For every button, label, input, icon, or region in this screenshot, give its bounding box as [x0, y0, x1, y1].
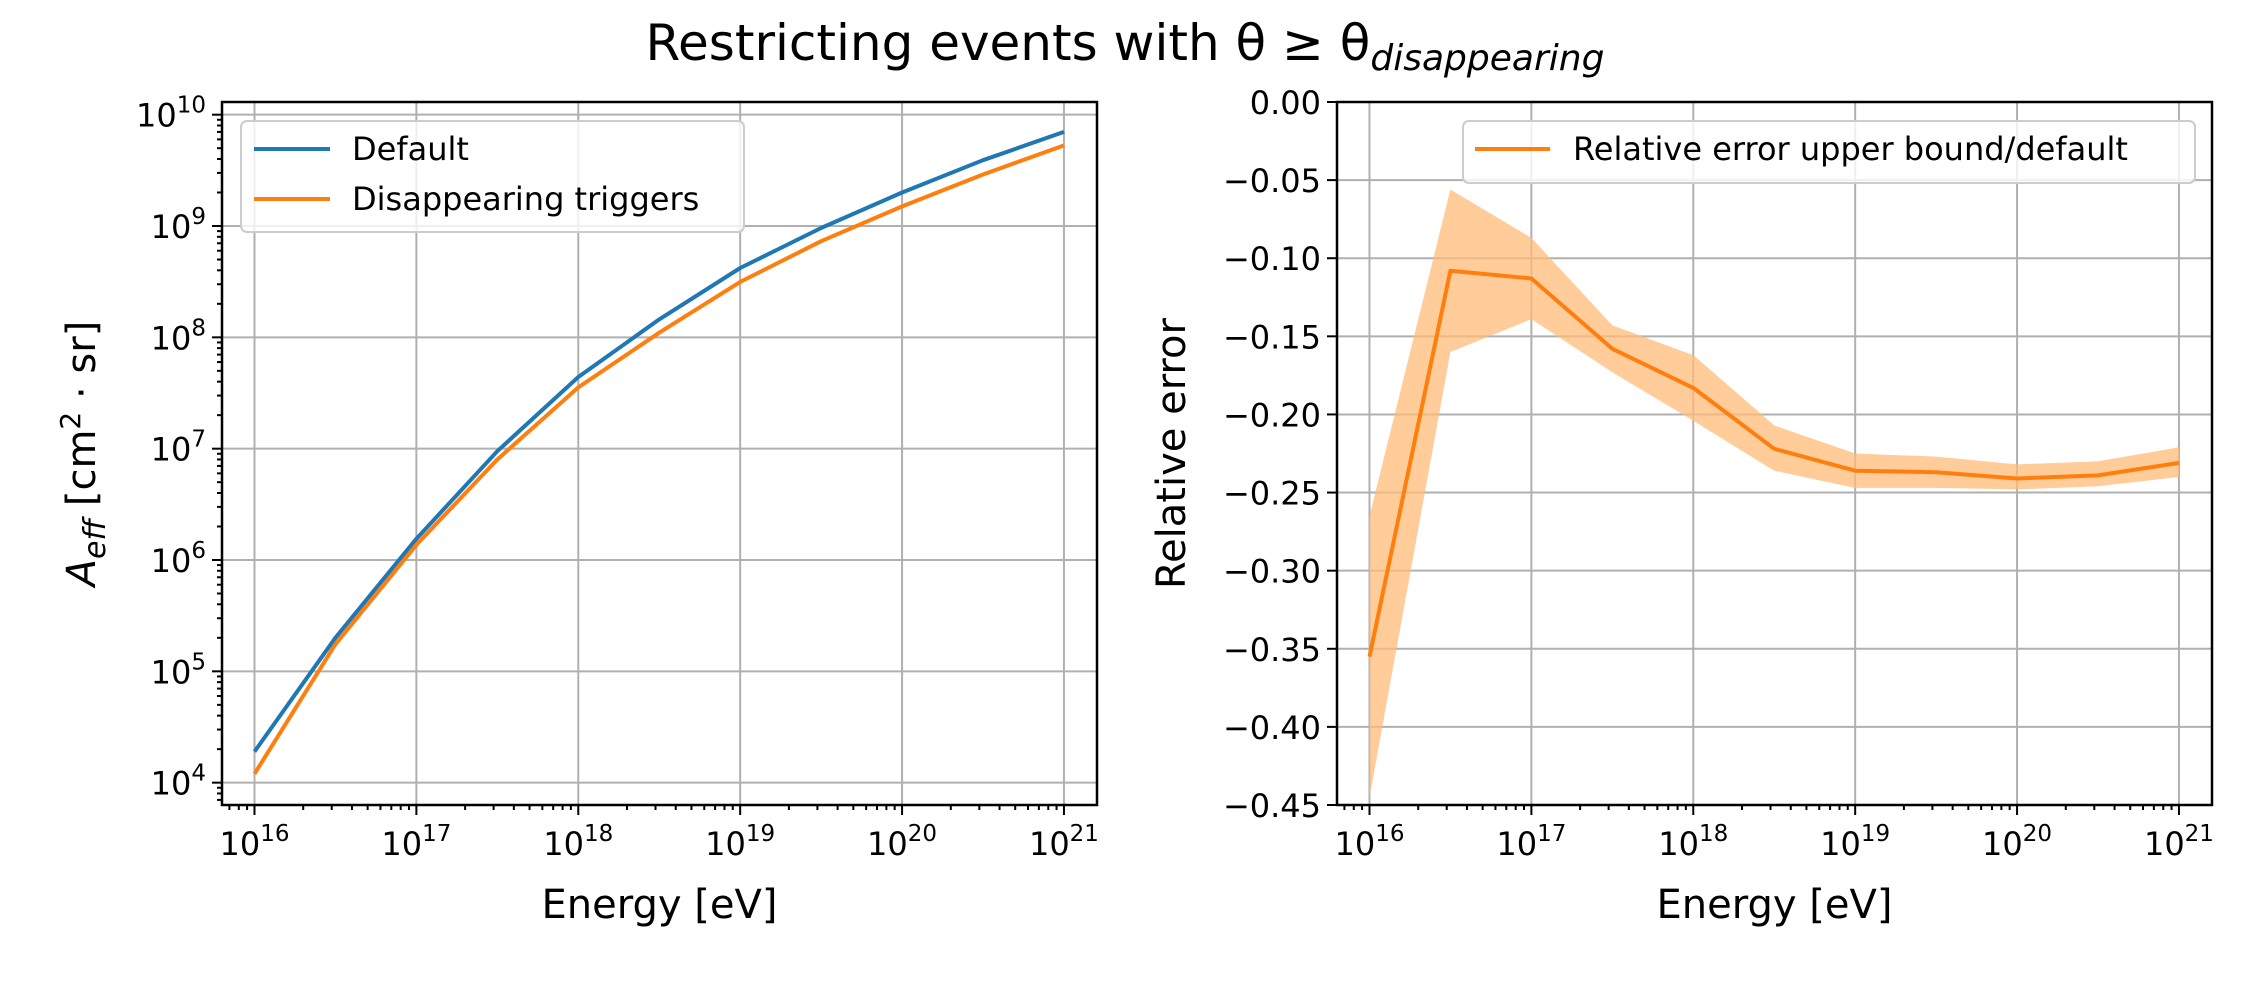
figure-title: Restricting events with θ ≥ θdisappearin…	[646, 14, 1605, 79]
x-tick-label: 1021	[2144, 821, 2214, 863]
y-axis-label: Relative error	[1149, 318, 1195, 589]
x-tick-label: 1017	[381, 821, 451, 863]
y-tick-label: 105	[151, 649, 206, 691]
legend: Default Disappearing triggers	[240, 120, 745, 233]
y-tick-label: −0.10	[1223, 240, 1321, 278]
y-tick-label: −0.40	[1223, 709, 1321, 747]
left-chart-effective-area: 1016 1017 1018 1019 1020 1021 104 105 106 107 108 1…	[54, 93, 1099, 928]
x-tick-label: 1016	[219, 821, 289, 863]
y-tick-label: 109	[151, 204, 206, 246]
x-axis-label: Energy [eV]	[542, 882, 778, 928]
legend: Relative error upper bound/default	[1462, 120, 2196, 184]
y-tick-label: −0.35	[1223, 631, 1321, 669]
error-band	[1369, 189, 2179, 798]
x-tick-label: 1018	[1658, 821, 1728, 863]
x-tick-label: 1017	[1496, 821, 1566, 863]
legend-label: Relative error upper bound/default	[1573, 130, 2128, 168]
legend-box	[240, 120, 745, 233]
x-tick-label: 1020	[867, 821, 937, 863]
x-axis-label: Energy [eV]	[1657, 882, 1893, 928]
title-subscript: disappearing	[1370, 38, 1604, 79]
y-tick-label: −0.05	[1223, 162, 1321, 200]
plot-frame	[1335, 100, 2214, 807]
title-main: Restricting events with θ ≥ θ	[646, 14, 1371, 72]
legend-label: Disappearing triggers	[352, 180, 699, 218]
x-tick-label: 1021	[1029, 821, 1099, 863]
series-line-2	[252, 143, 1065, 775]
x-tick-label: 1018	[543, 821, 613, 863]
series-line-1	[1367, 268, 2180, 658]
y-axis-label: Aeff [cm2 · sr]	[54, 321, 113, 590]
x-tick-label: 1019	[705, 821, 775, 863]
y-tick-label: −0.45	[1223, 787, 1321, 825]
x-tick-label: 1020	[1982, 821, 2052, 863]
y-tick-label: 104	[151, 761, 206, 803]
y-tick-label: −0.30	[1223, 553, 1321, 591]
y-tick-label: 108	[151, 315, 206, 357]
y-tick-label: 0.00	[1250, 84, 1321, 122]
legend-label: Default	[352, 130, 469, 168]
y-tick-label: 1010	[136, 93, 206, 135]
series-line-1	[252, 130, 1065, 753]
y-tick-label: −0.20	[1223, 396, 1321, 434]
right-chart-relative-error: 1016 1017 1018 1019 1020 1021 0.00 −0.05 −0.10 −0…	[1149, 84, 2214, 928]
y-tick-label: 107	[151, 427, 206, 469]
y-tick-label: −0.15	[1223, 318, 1321, 356]
y-tick-label: 106	[151, 538, 206, 580]
legend-box	[1462, 120, 2196, 184]
y-tick-label: −0.25	[1223, 475, 1321, 513]
x-tick-label: 1019	[1820, 821, 1890, 863]
x-tick-label: 1016	[1334, 821, 1404, 863]
